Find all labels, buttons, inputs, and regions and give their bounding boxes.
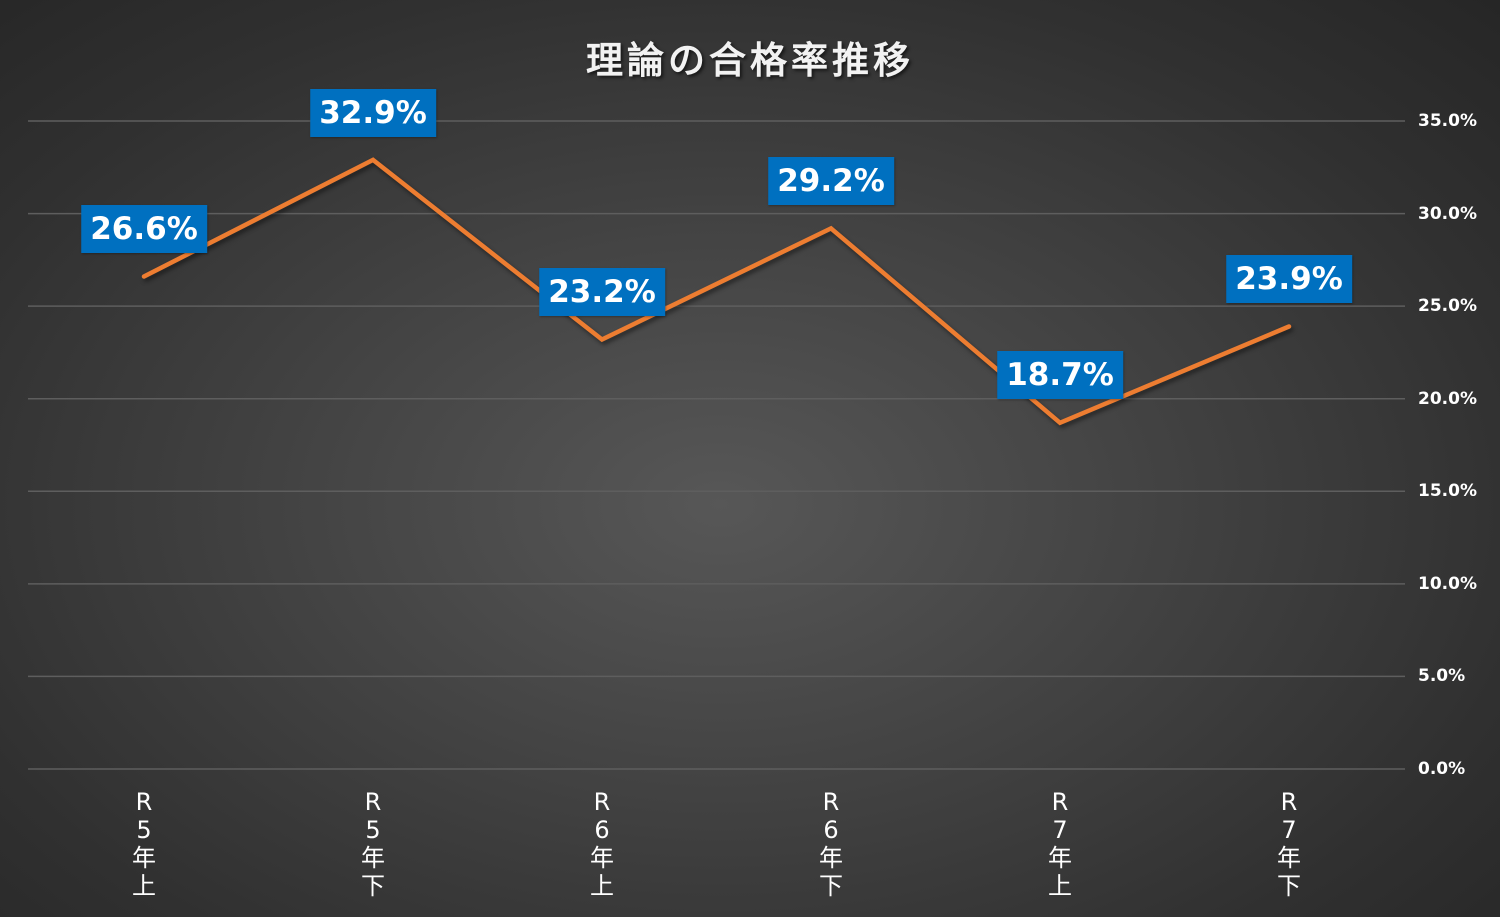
data-label: 29.2% (768, 157, 894, 205)
data-label: 23.9% (1226, 255, 1352, 303)
data-label: 18.7% (997, 351, 1123, 399)
x-tick-label: R 7 年 下 (1277, 788, 1301, 900)
data-label: 23.2% (539, 268, 665, 316)
x-tick-label: R 6 年 下 (819, 788, 843, 900)
y-tick-label: 25.0% (1418, 296, 1477, 317)
y-tick-label: 20.0% (1418, 388, 1477, 409)
y-tick-label: 35.0% (1418, 111, 1477, 131)
x-tick-label: R 7 年 上 (1048, 788, 1072, 900)
y-tick-label: 30.0% (1418, 203, 1477, 224)
series-line (141, 157, 1292, 426)
y-tick-label: 15.0% (1418, 481, 1477, 502)
x-tick-label: R 5 年 上 (132, 788, 156, 900)
y-tick-label: 0.0% (1418, 759, 1466, 779)
data-label: 26.6% (81, 205, 207, 253)
data-label: 32.9% (310, 89, 436, 137)
x-tick-label: R 5 年 下 (361, 788, 385, 900)
chart-title: 理論の合格率推移 (586, 39, 914, 82)
x-tick-label: R 6 年 上 (590, 788, 614, 900)
gridlines (28, 120, 1405, 770)
y-tick-label: 5.0% (1418, 666, 1466, 687)
y-tick-label: 10.0% (1418, 573, 1477, 594)
